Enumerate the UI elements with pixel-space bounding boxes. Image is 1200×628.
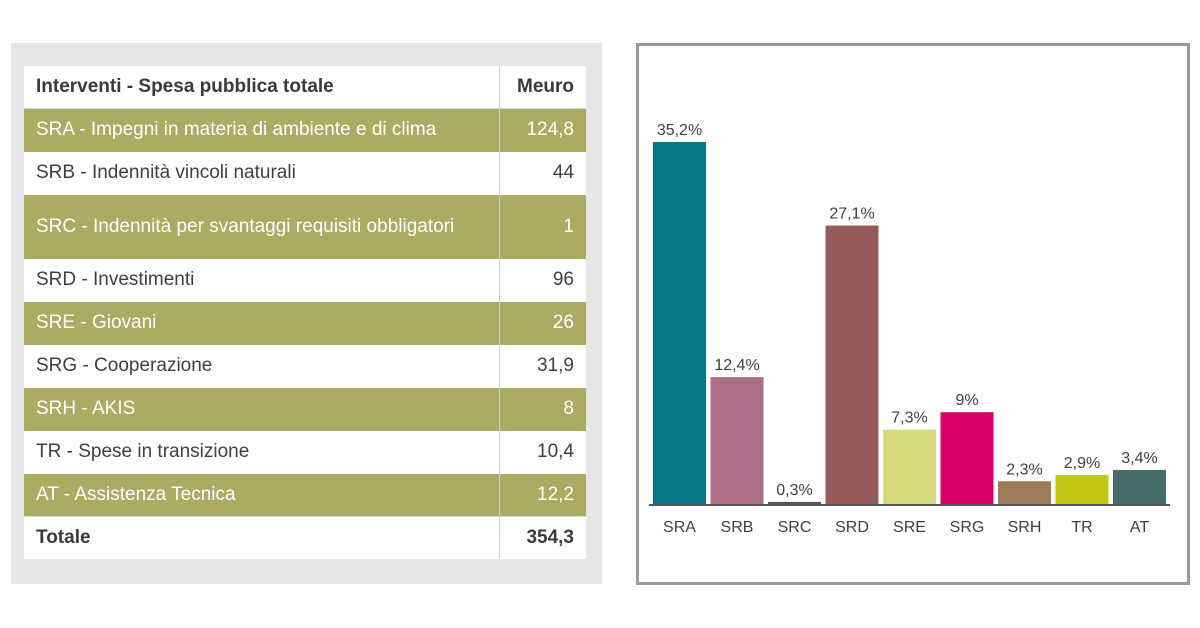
- category-label-sra: SRA: [663, 519, 696, 536]
- table-row: SRA - Impegni in materia di ambiente e d…: [24, 108, 586, 152]
- row-label: AT - Assistenza Tecnica: [24, 473, 499, 517]
- category-labels-group: SRA SRB SRC SRD SRE SRG SRH TR AT: [663, 519, 1149, 536]
- table-row: SRC - Indennità per svantaggi requisiti …: [24, 194, 586, 259]
- table-row: TR - Spese in transizione 10,4: [24, 430, 586, 474]
- row-label: SRE - Giovani: [24, 301, 499, 345]
- total-label: Totale: [24, 516, 499, 559]
- table-row: SRB - Indennità vincoli naturali 44: [24, 151, 586, 195]
- row-value: 124,8: [498, 108, 586, 152]
- table-total-row: Totale 354,3: [24, 516, 586, 559]
- row-value: 8: [498, 387, 586, 431]
- category-label-tr: TR: [1071, 519, 1092, 536]
- bar-sra: [653, 142, 706, 505]
- row-value: 26: [498, 301, 586, 345]
- category-label-src: SRC: [778, 519, 812, 536]
- row-label: SRA - Impegni in materia di ambiente e d…: [24, 108, 499, 152]
- table-header-label: Interventi - Spesa pubblica totale: [24, 66, 499, 109]
- row-label: SRG - Cooperazione: [24, 344, 499, 388]
- bar-sre: [883, 429, 936, 505]
- value-label-at: 3,4%: [1121, 450, 1157, 467]
- total-value: 354,3: [498, 516, 586, 559]
- value-label-srb: 12,4%: [714, 357, 759, 374]
- row-value: 31,9: [498, 344, 586, 388]
- bar-srb: [710, 377, 764, 505]
- table-header-row: Interventi - Spesa pubblica totale Meuro: [24, 66, 586, 109]
- row-value: 1: [498, 194, 586, 259]
- table-header-unit: Meuro: [498, 66, 586, 109]
- value-label-srh: 2,3%: [1006, 461, 1042, 478]
- table-row: SRE - Giovani 26: [24, 301, 586, 345]
- row-value: 10,4: [498, 430, 586, 474]
- row-value: 12,2: [498, 473, 586, 517]
- chart-panel: 35,2% 12,4% 0,3% 27,1% 7,3% 9% 2,3% 2,9% 3,4% SR…: [636, 43, 1190, 585]
- table-panel: Interventi - Spesa pubblica totale Meuro…: [11, 43, 602, 584]
- category-label-at: AT: [1130, 519, 1149, 536]
- bar-at: [1113, 469, 1166, 505]
- value-labels-group: 35,2% 12,4% 0,3% 27,1% 7,3% 9% 2,3% 2,9% 3,4%: [657, 122, 1158, 499]
- value-label-src: 0,3%: [776, 482, 812, 499]
- value-label-sra: 35,2%: [657, 122, 702, 139]
- value-label-tr: 2,9%: [1064, 455, 1100, 472]
- category-label-sre: SRE: [893, 519, 926, 536]
- value-label-srd: 27,1%: [829, 206, 874, 223]
- category-label-srb: SRB: [721, 519, 754, 536]
- bar-tr: [1055, 475, 1109, 505]
- row-label: SRB - Indennità vincoli naturali: [24, 151, 499, 195]
- bar-srg: [940, 412, 994, 505]
- value-label-sre: 7,3%: [891, 410, 927, 427]
- bar-chart: 35,2% 12,4% 0,3% 27,1% 7,3% 9% 2,3% 2,9% 3,4% SR…: [649, 122, 1170, 536]
- table-row: SRG - Cooperazione 31,9: [24, 344, 586, 388]
- row-label: TR - Spese in transizione: [24, 430, 499, 474]
- value-label-srg: 9%: [955, 392, 978, 409]
- row-label: SRD - Investimenti: [24, 258, 499, 302]
- table-row: AT - Assistenza Tecnica 12,2: [24, 473, 586, 517]
- bars-group: [653, 142, 1166, 505]
- category-label-srd: SRD: [835, 519, 869, 536]
- spending-table: Interventi - Spesa pubblica totale Meuro…: [24, 66, 586, 559]
- row-label: SRH - AKIS: [24, 387, 499, 431]
- table-row: SRD - Investimenti 96: [24, 258, 586, 302]
- category-label-srg: SRG: [950, 519, 985, 536]
- row-value: 96: [498, 258, 586, 302]
- bar-src: [768, 501, 821, 505]
- bar-srd: [825, 225, 879, 505]
- bar-srh: [998, 481, 1051, 505]
- row-value: 44: [498, 151, 586, 195]
- table-row: SRH - AKIS 8: [24, 387, 586, 431]
- row-label: SRC - Indennità per svantaggi requisiti …: [24, 194, 499, 259]
- category-label-srh: SRH: [1008, 519, 1042, 536]
